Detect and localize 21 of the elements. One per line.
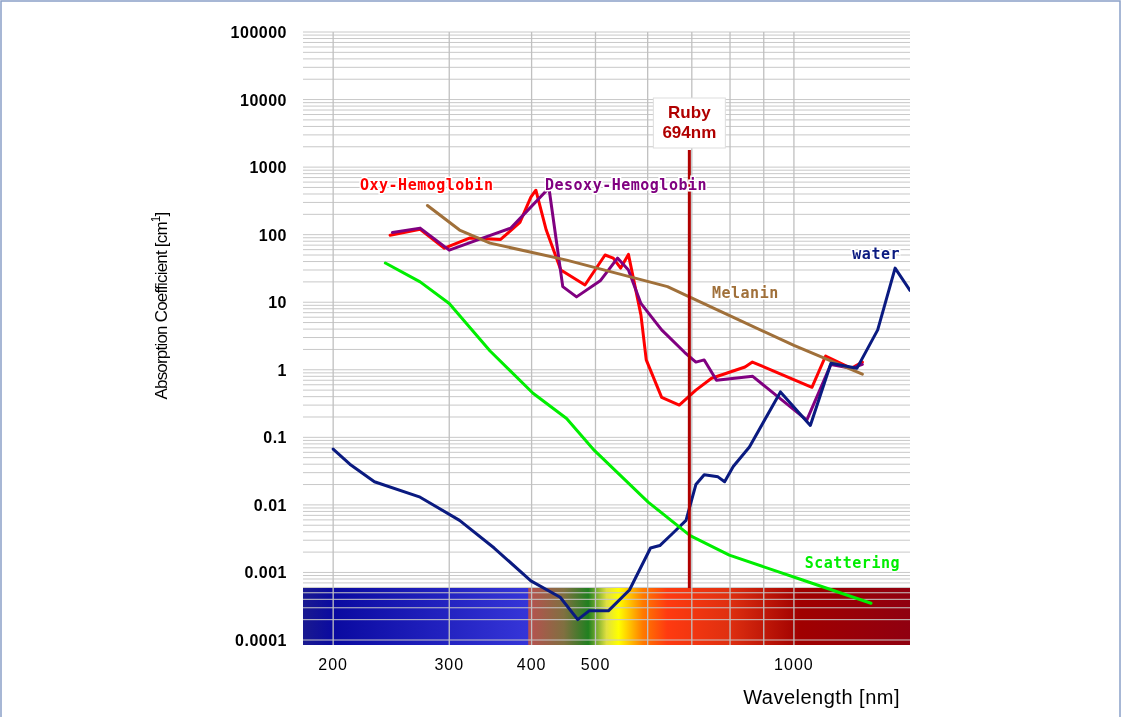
ref-line-label: Ruby 694nm: [662, 103, 717, 142]
series-label: water: [852, 245, 900, 263]
y-tick-label: 100000: [230, 24, 287, 41]
y-tick-label: 0.001: [244, 564, 287, 582]
y-tick-label: 0.0001: [235, 632, 287, 649]
x-tick-label: 300: [434, 656, 465, 673]
y-tick-label: 1000: [249, 159, 287, 177]
x-tick-label: 400: [516, 656, 547, 673]
x-tick-label: 200: [318, 656, 349, 673]
y-tick-label: 100: [258, 226, 287, 244]
y-tick-label: 1: [277, 361, 287, 379]
x-tick-label: 500: [580, 656, 611, 673]
series-label: Melanin: [712, 284, 779, 302]
y-tick-label: 0.1: [263, 429, 287, 447]
y-tick-label: 10000: [240, 91, 287, 109]
x-tick-label: 1000: [774, 656, 814, 673]
y-tick-label: 0.01: [253, 496, 287, 514]
y-tick-label: 10: [268, 294, 287, 312]
series-label: Scattering: [804, 554, 900, 572]
x-axis-title: Wavelength [nm]: [743, 686, 900, 708]
text: Oxy-Hemoglobin: [360, 176, 494, 194]
